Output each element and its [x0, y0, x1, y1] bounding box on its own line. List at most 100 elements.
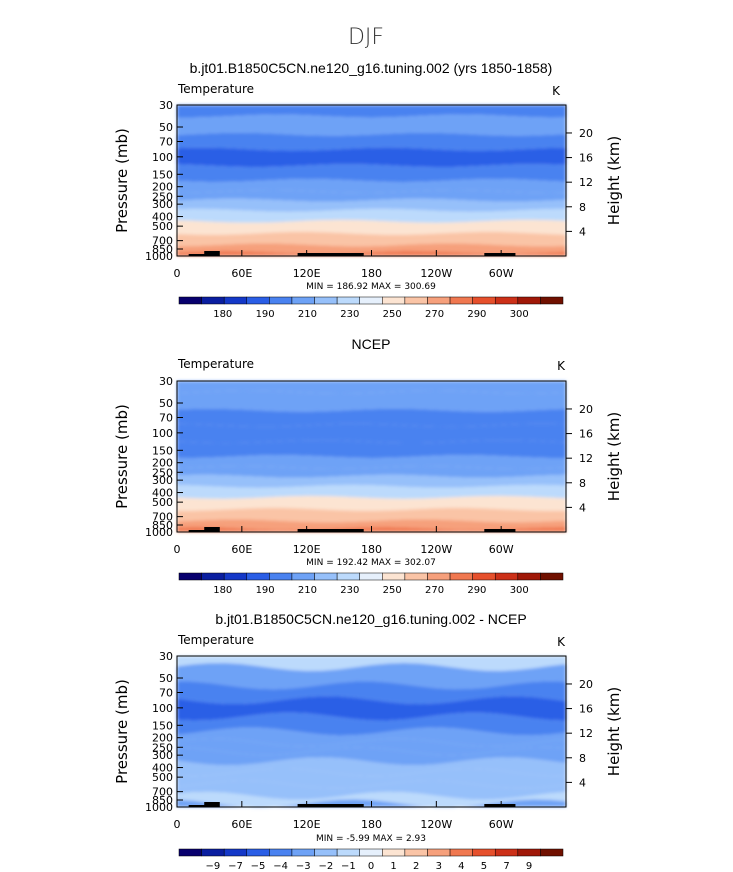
panel-3-colorbar-label-2: −5	[251, 861, 266, 872]
panel-3-lontick-label-2: 120E	[293, 818, 321, 831]
panel-1-colorbar-box-16	[540, 296, 564, 305]
panel-2-lontick-label-5: 60W	[489, 543, 514, 556]
panel-2-colorbar-box-6	[314, 572, 338, 581]
panel-1-ylabel: Pressure (mb)	[113, 128, 131, 233]
panel-2-colorbar-box-4	[269, 572, 293, 581]
panel-2-colorbar-label-6: 290	[467, 585, 486, 596]
panel-3-ptick-label-300: 300	[152, 749, 173, 762]
panel-2-band-100	[177, 423, 566, 444]
panel-2-htick-label-4: 4	[579, 501, 586, 514]
panel-2-colorbar-box-2	[223, 572, 248, 581]
panel-3-title: b.jt01.B1850C5CN.ne120_g16.tuning.002 - …	[215, 611, 526, 627]
panel-2-colorbar-box-10	[404, 572, 428, 581]
panel-2-colorbar-box-0	[178, 572, 202, 581]
panel-3-htick-label-8: 8	[579, 752, 586, 765]
panel-1-band-70	[177, 132, 566, 151]
panel-3-y2label: Height (km)	[605, 687, 623, 776]
panel-1-ptick-label-1000: 1000	[145, 250, 173, 263]
panel-3-lontick-label-5: 60W	[489, 818, 514, 831]
panel-2-colorbar-label-4: 250	[383, 585, 402, 596]
panel-3-band-500	[177, 768, 566, 789]
panel-2-band-30	[177, 381, 566, 394]
panel-2-colorbar: 180 190 210 230 250 270 290 300	[178, 572, 564, 596]
panel-3-htick-label-12: 12	[579, 727, 593, 740]
panel-3-ylabel: Pressure (mb)	[113, 679, 131, 784]
panel-2-lontick-label-2: 120E	[293, 543, 321, 556]
panel-3-band-250	[177, 738, 566, 756]
panel-3-colorbar-label-11: 4	[458, 861, 464, 872]
panel-1-ptick-label-100: 100	[152, 151, 173, 164]
panel-3-left-label: Temperature	[177, 633, 254, 647]
panel-2-min: 192.42	[337, 558, 369, 568]
panel-2-topography-1	[204, 527, 220, 532]
panel-1-colorbar-box-11	[427, 296, 451, 305]
panel-3-band-850	[177, 791, 566, 808]
panel-2-ptick-label-300: 300	[152, 474, 173, 487]
panel-3-colorbar-box-11	[427, 848, 451, 857]
panel-3-band-700	[177, 780, 566, 800]
panel-1-htick-label-20: 20	[579, 127, 593, 140]
panel-2-ptick-label-1000: 1000	[145, 526, 173, 539]
panel-1-ptick-label-500: 500	[152, 220, 173, 233]
panel-1-band-700	[177, 231, 566, 247]
panel-3-colorbar-box-14	[494, 848, 519, 857]
panel-1-lontick-label-3: 180	[361, 267, 382, 280]
panel-3-colorbar-label-9: 2	[413, 861, 419, 872]
panel-3-colorbar-box-0	[178, 848, 202, 857]
panel-2-htick-label-8: 8	[579, 477, 586, 490]
panel-1-colorbar-box-7	[336, 296, 360, 305]
panel-3-topography-1	[204, 802, 220, 807]
panel-2-title: NCEP	[352, 336, 391, 352]
panel-1-band-30	[177, 105, 566, 118]
panel-2-colorbar-box-15	[517, 572, 541, 581]
panel-3-max: 2.93	[406, 834, 426, 844]
panel-1-colorbar-box-12	[449, 296, 473, 305]
panel-1-ptick-label-50: 50	[159, 121, 173, 134]
panel-1-colorbar-box-6	[314, 296, 338, 305]
panel-1: b.jt01.B1850C5CN.ne120_g16.tuning.002 (y…	[113, 60, 623, 320]
panel-1-plot: 3050701001502002503004005007008501000481…	[113, 99, 623, 280]
panel-1-colorbar-box-2	[223, 296, 248, 305]
panel-1-field	[177, 105, 566, 256]
panel-3-colorbar-box-4	[269, 848, 293, 857]
panel-3-band-100	[177, 696, 566, 721]
panel-1-colorbar-label-5: 270	[425, 309, 444, 320]
panel-1-topography-2	[297, 253, 364, 256]
panel-1-max: 300.69	[404, 282, 436, 292]
panel-1-colorbar-box-10	[404, 296, 428, 305]
panel-1-stats: MIN = 186.92 MAX = 300.69	[306, 282, 436, 292]
panel-2-colorbar-box-1	[201, 572, 225, 581]
panel-3-colorbar-label-3: −4	[273, 861, 288, 872]
panel-3-ptick-label-30: 30	[159, 650, 173, 663]
panel-3-colorbar-label-13: 7	[503, 861, 509, 872]
figure-title: DJF	[348, 25, 384, 50]
panel-3-colorbar-label-10: 3	[436, 861, 442, 872]
panel-3-colorbar-label-1: −7	[228, 861, 243, 872]
panel-3: b.jt01.B1850C5CN.ne120_g16.tuning.002 - …	[113, 611, 623, 872]
panel-1-min-label: MIN	[306, 282, 323, 292]
panel-3-colorbar-label-8: 1	[390, 861, 396, 872]
panel-3-topography-3	[484, 804, 516, 807]
panel-3-colorbar-box-9	[382, 848, 406, 857]
panel-2-colorbar-box-5	[291, 572, 315, 581]
panel-2-topography-3	[484, 529, 516, 532]
panel-3-ptick-label-70: 70	[159, 686, 173, 699]
panel-3-min: -5.99	[346, 834, 370, 844]
panel-2: NCEP Temperature K 305070100150200250300…	[113, 336, 623, 596]
panel-1-band-100	[177, 147, 566, 168]
panel-3-band-150	[177, 712, 566, 736]
panel-3-field	[177, 656, 566, 808]
panel-1-colorbar-label-7: 300	[510, 309, 529, 320]
panel-3-band-30	[177, 656, 566, 671]
panel-3-stats: MIN = -5.99 MAX = 2.93	[316, 834, 426, 844]
panel-2-colorbar-box-11	[427, 572, 451, 581]
panel-3-colorbar-box-7	[336, 848, 360, 857]
panel-2-lontick-label-4: 120W	[420, 543, 452, 556]
panel-3-htick-label-20: 20	[579, 678, 593, 691]
panel-2-ptick-label-50: 50	[159, 397, 173, 410]
panel-1-band-400	[177, 208, 566, 223]
panel-1-lontick-label-5: 60W	[489, 267, 514, 280]
panel-1-right-label: K	[552, 84, 561, 98]
panel-1-colorbar-label-2: 210	[298, 309, 317, 320]
